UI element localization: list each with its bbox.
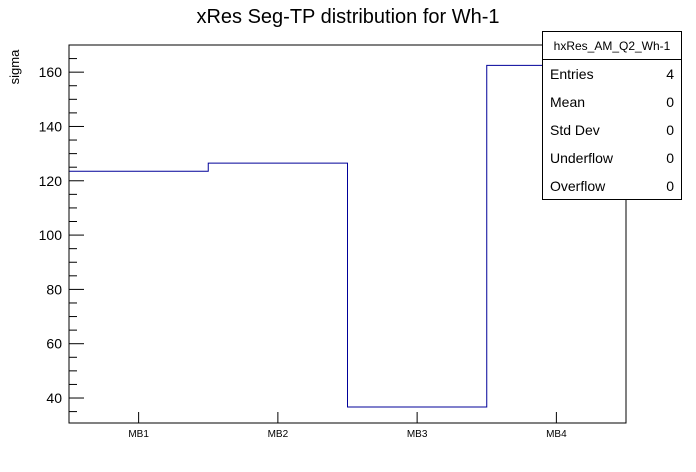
stats-value: 0 (666, 122, 674, 138)
y-tick-label: 100 (39, 227, 63, 243)
stats-label: Overflow (550, 178, 606, 194)
stats-value: 0 (666, 94, 674, 110)
plot-frame (68, 44, 627, 424)
x-tick-label: MB4 (546, 429, 567, 440)
stats-value: 0 (666, 150, 674, 166)
y-tick-label: 160 (39, 64, 63, 80)
x-tick-label: MB3 (407, 429, 428, 440)
stats-label: Underflow (550, 150, 614, 166)
stats-value: 0 (666, 178, 674, 194)
y-tick-label: 120 (39, 173, 63, 189)
stats-row-stddev: Std Dev 0 (550, 122, 674, 138)
y-tick-label: 40 (46, 390, 62, 406)
stats-row-mean: Mean 0 (550, 94, 674, 110)
stats-box-rows: Entries 4 Mean 0 Std Dev 0 Underflow 0 O… (543, 60, 681, 200)
y-tick-label: 80 (46, 281, 62, 297)
chart-title: xRes Seg-TP distribution for Wh-1 (196, 6, 500, 28)
stats-label: Std Dev (550, 122, 600, 138)
stats-label: Mean (550, 94, 586, 110)
y-tick-label: 60 (46, 336, 62, 352)
stats-label: Entries (550, 66, 594, 82)
stats-row-entries: Entries 4 (550, 66, 674, 82)
x-tick-label: MB1 (128, 429, 149, 440)
x-tick-label: MB2 (268, 429, 289, 440)
stats-box: hxRes_AM_Q2_Wh-1 Entries 4 Mean 0 Std De… (542, 31, 682, 200)
stats-box-title: hxRes_AM_Q2_Wh-1 (543, 32, 681, 60)
stats-row-overflow: Overflow 0 (550, 178, 674, 194)
stats-value: 4 (666, 66, 674, 82)
y-tick-label: 140 (39, 118, 63, 134)
stats-row-underflow: Underflow 0 (550, 150, 674, 166)
